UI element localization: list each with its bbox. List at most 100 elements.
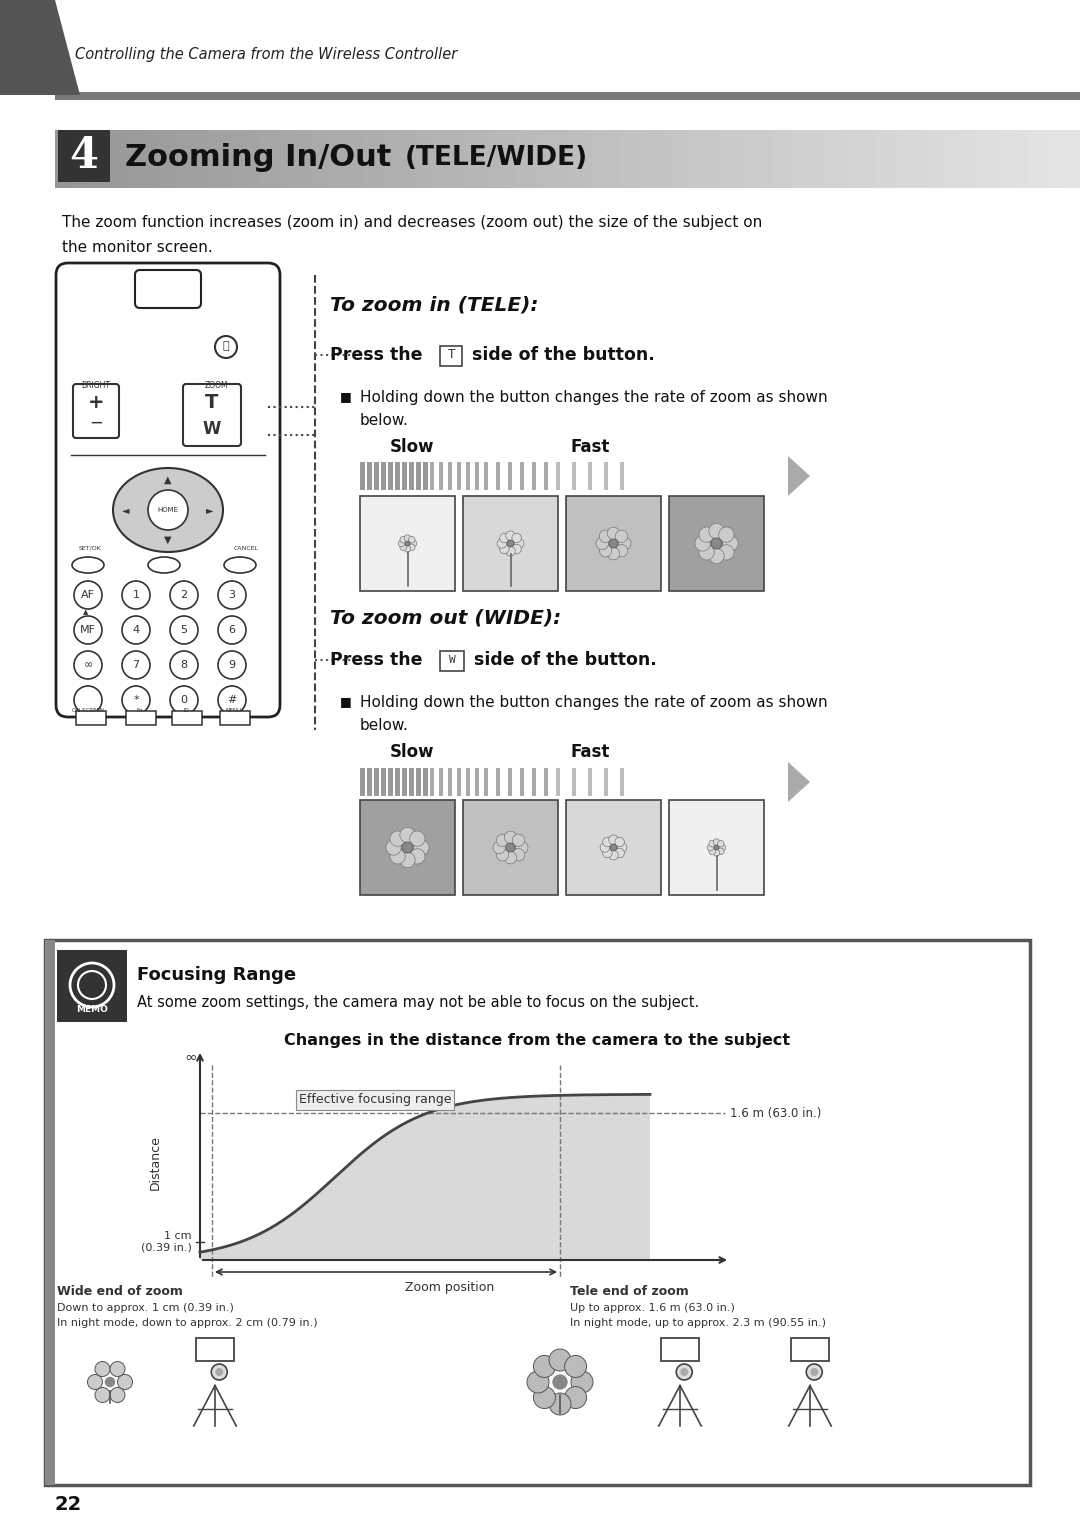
Circle shape bbox=[609, 540, 618, 547]
Circle shape bbox=[215, 1368, 224, 1376]
Ellipse shape bbox=[72, 557, 104, 573]
Bar bbox=[602, 130, 620, 188]
Text: Press the: Press the bbox=[330, 651, 429, 670]
Bar bbox=[158, 130, 176, 188]
Bar bbox=[72, 130, 90, 188]
Text: ⏻: ⏻ bbox=[222, 341, 229, 352]
Bar bbox=[807, 130, 825, 188]
Bar bbox=[669, 800, 764, 894]
Text: Wide end of zoom: Wide end of zoom bbox=[57, 1284, 183, 1298]
Bar bbox=[789, 130, 808, 188]
Circle shape bbox=[400, 537, 406, 543]
Bar bbox=[360, 462, 365, 489]
Bar bbox=[534, 130, 552, 188]
Text: *: * bbox=[133, 696, 139, 705]
Bar bbox=[294, 130, 312, 188]
Text: ∞: ∞ bbox=[83, 661, 93, 670]
Circle shape bbox=[218, 581, 246, 609]
Text: 6: 6 bbox=[229, 625, 235, 635]
Bar bbox=[755, 130, 773, 188]
Bar bbox=[496, 462, 500, 489]
Text: Changes in the distance from the camera to the subject: Changes in the distance from the camera … bbox=[284, 1032, 791, 1047]
Circle shape bbox=[75, 651, 102, 679]
Bar bbox=[381, 462, 386, 489]
Bar bbox=[416, 462, 421, 489]
Circle shape bbox=[402, 842, 413, 853]
Bar bbox=[438, 768, 443, 797]
Bar bbox=[475, 462, 480, 489]
Bar bbox=[508, 768, 512, 797]
Circle shape bbox=[110, 1387, 125, 1402]
Circle shape bbox=[707, 844, 714, 850]
Bar bbox=[519, 768, 524, 797]
Bar bbox=[402, 462, 407, 489]
Bar bbox=[544, 462, 548, 489]
Bar bbox=[220, 711, 249, 725]
Bar bbox=[519, 462, 524, 489]
Bar bbox=[311, 130, 329, 188]
Text: Press the: Press the bbox=[330, 346, 429, 364]
Text: Holding down the button changes the rate of zoom as shown
below.: Holding down the button changes the rate… bbox=[360, 390, 827, 428]
Bar bbox=[995, 130, 1013, 188]
Text: AF: AF bbox=[81, 590, 95, 599]
Bar bbox=[416, 768, 421, 797]
Bar bbox=[604, 768, 608, 797]
Bar bbox=[409, 462, 414, 489]
Circle shape bbox=[616, 544, 627, 557]
Bar bbox=[943, 130, 961, 188]
Circle shape bbox=[534, 1355, 555, 1378]
Circle shape bbox=[596, 537, 608, 550]
Text: W: W bbox=[203, 420, 221, 437]
Circle shape bbox=[386, 839, 402, 855]
Circle shape bbox=[75, 616, 102, 644]
Polygon shape bbox=[200, 1095, 650, 1260]
Text: ▲: ▲ bbox=[83, 609, 89, 615]
Bar bbox=[367, 768, 372, 797]
Text: T: T bbox=[205, 393, 218, 413]
Text: At some zoom settings, the camera may not be able to focus on the subject.: At some zoom settings, the camera may no… bbox=[137, 994, 699, 1009]
Circle shape bbox=[609, 850, 618, 859]
Ellipse shape bbox=[148, 557, 180, 573]
Circle shape bbox=[504, 852, 516, 864]
Text: Fast: Fast bbox=[570, 743, 609, 761]
Text: Down to approx. 1 cm (0.39 in.): Down to approx. 1 cm (0.39 in.) bbox=[57, 1303, 234, 1313]
Bar bbox=[977, 130, 996, 188]
Bar bbox=[584, 130, 603, 188]
Text: the monitor screen.: the monitor screen. bbox=[62, 240, 213, 255]
Circle shape bbox=[390, 849, 405, 864]
Bar bbox=[374, 462, 379, 489]
Bar bbox=[465, 130, 483, 188]
Text: ▼: ▼ bbox=[164, 535, 172, 544]
Text: 1.6 m (63.0 in.): 1.6 m (63.0 in.) bbox=[730, 1107, 822, 1119]
Text: −: − bbox=[89, 414, 103, 433]
Bar bbox=[374, 768, 379, 797]
Circle shape bbox=[607, 547, 620, 560]
Bar bbox=[431, 130, 449, 188]
Bar bbox=[440, 651, 464, 671]
Circle shape bbox=[170, 616, 198, 644]
Bar bbox=[465, 462, 470, 489]
Bar bbox=[475, 768, 480, 797]
Bar bbox=[687, 130, 705, 188]
Circle shape bbox=[694, 535, 711, 550]
Bar bbox=[588, 462, 592, 489]
Bar bbox=[551, 130, 568, 188]
Circle shape bbox=[409, 849, 426, 864]
Bar bbox=[1063, 130, 1080, 188]
Text: Slow: Slow bbox=[390, 743, 434, 761]
Text: 22: 22 bbox=[55, 1495, 82, 1515]
Bar bbox=[208, 130, 227, 188]
Bar bbox=[360, 768, 365, 797]
Polygon shape bbox=[0, 0, 80, 95]
Circle shape bbox=[718, 544, 734, 560]
Circle shape bbox=[723, 535, 738, 550]
Circle shape bbox=[170, 687, 198, 714]
Circle shape bbox=[699, 544, 714, 560]
Text: BRIGHT: BRIGHT bbox=[81, 381, 110, 390]
Bar bbox=[567, 130, 585, 188]
Circle shape bbox=[218, 687, 246, 714]
Text: Effective focusing range: Effective focusing range bbox=[299, 1093, 451, 1107]
Bar bbox=[260, 130, 278, 188]
Bar bbox=[791, 1338, 829, 1361]
Text: W: W bbox=[448, 654, 456, 665]
